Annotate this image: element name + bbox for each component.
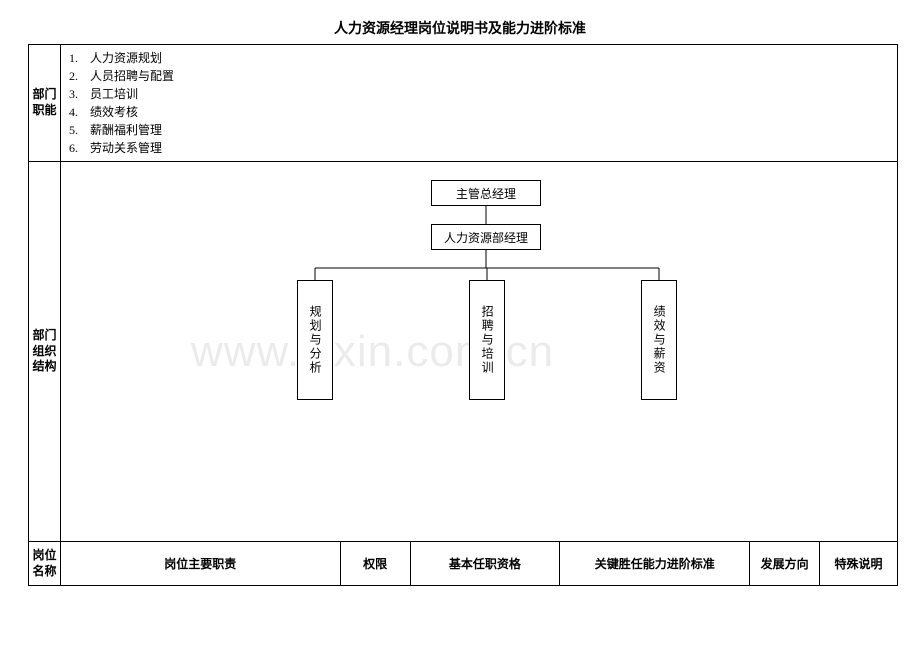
col-header-responsibility: 岗位主要职责 (60, 542, 340, 586)
org-child-label: 规划与分析 (308, 305, 322, 375)
col-header-development: 发展方向 (750, 542, 820, 586)
label-functions: 部门职能 (29, 45, 61, 162)
col-header-authority: 权限 (340, 542, 410, 586)
func-item: 6. 劳动关系管理 (69, 139, 889, 157)
cell-orgchart: www.zixin.com.cn 主管总经理 人力资源部经理 规划与分析 招聘与… (60, 162, 897, 542)
main-table: 部门职能 1. 人力资源规划 2. 人员招聘与配置 3. 员工培训 4. 绩效考… (28, 44, 898, 586)
row-functions: 部门职能 1. 人力资源规划 2. 人员招聘与配置 3. 员工培训 4. 绩效考… (29, 45, 898, 162)
func-item: 5. 薪酬福利管理 (69, 121, 889, 139)
label-position-name: 岗位名称 (29, 542, 61, 586)
row-orgchart: 部门组织结构 www.zixin.com.cn 主管总经理 人力资源部经理 规划… (29, 162, 898, 542)
org-node-child-1: 规划与分析 (297, 280, 333, 400)
org-child-label: 绩效与薪资 (652, 305, 666, 375)
label-orgchart: 部门组织结构 (29, 162, 61, 542)
func-item: 3. 员工培训 (69, 85, 889, 103)
org-node-child-3: 绩效与薪资 (641, 280, 677, 400)
func-item: 2. 人员招聘与配置 (69, 67, 889, 85)
org-node-middle: 人力资源部经理 (431, 224, 541, 250)
col-header-special: 特殊说明 (820, 542, 898, 586)
cell-functions: 1. 人力资源规划 2. 人员招聘与配置 3. 员工培训 4. 绩效考核 5. … (60, 45, 897, 162)
col-header-qualification: 基本任职资格 (410, 542, 560, 586)
org-child-label: 招聘与培训 (480, 305, 494, 375)
org-node-top: 主管总经理 (431, 180, 541, 206)
func-item: 1. 人力资源规划 (69, 49, 889, 67)
page-title: 人力资源经理岗位说明书及能力进阶标准 (0, 0, 920, 44)
col-header-competency: 关键胜任能力进阶标准 (560, 542, 750, 586)
org-node-child-2: 招聘与培训 (469, 280, 505, 400)
functions-list: 1. 人力资源规划 2. 人员招聘与配置 3. 员工培训 4. 绩效考核 5. … (69, 49, 889, 157)
row-column-headers: 岗位名称 岗位主要职责 权限 基本任职资格 关键胜任能力进阶标准 发展方向 特殊… (29, 542, 898, 586)
func-item: 4. 绩效考核 (69, 103, 889, 121)
